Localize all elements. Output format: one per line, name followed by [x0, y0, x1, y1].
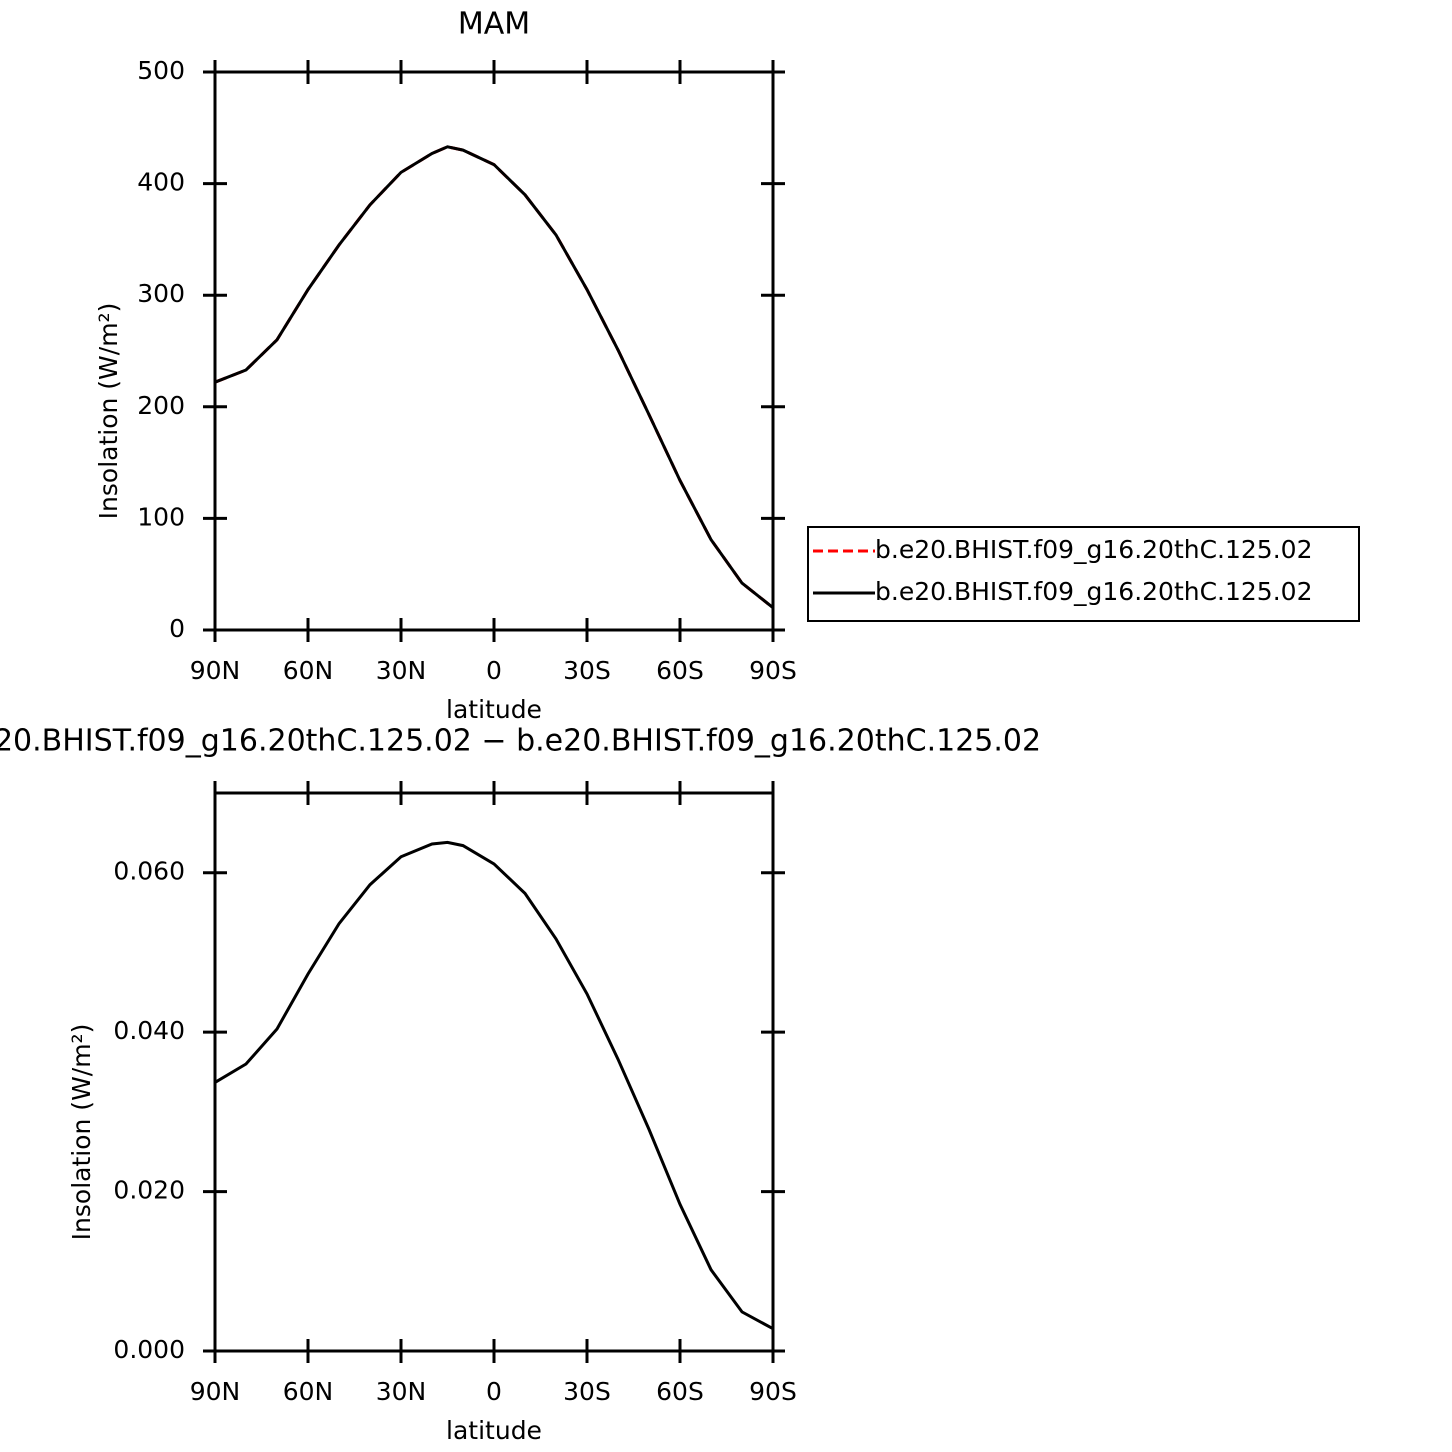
- x-tick-label: 30S: [563, 1377, 611, 1406]
- x-tick-label: 90N: [190, 1377, 241, 1406]
- plot-frame: [213, 70, 775, 632]
- y-tick-label: 100: [137, 502, 185, 531]
- legend-label: b.e20.BHIST.f09_g16.20thC.125.02: [875, 577, 1312, 606]
- x-axis-label: latitude: [446, 1416, 542, 1445]
- legend-box: [807, 526, 1360, 622]
- x-tick-label: 30N: [376, 656, 427, 685]
- x-axis-label: latitude: [446, 695, 542, 724]
- x-tick-label: 60N: [283, 656, 334, 685]
- x-tick-label: 90N: [190, 656, 241, 685]
- x-tick-label: 30N: [376, 1377, 427, 1406]
- x-tick-label: 90S: [749, 1377, 797, 1406]
- x-tick-label: 30S: [563, 656, 611, 685]
- y-tick-label: 300: [137, 279, 185, 308]
- y-axis-label: Insolation (W/m²): [67, 1024, 96, 1241]
- legend-label: b.e20.BHIST.f09_g16.20thC.125.02: [875, 535, 1312, 564]
- data-line: [214, 840, 774, 1331]
- y-tick-label: 200: [137, 391, 185, 420]
- x-tick-label: 60N: [283, 1377, 334, 1406]
- x-tick-label: 90S: [749, 656, 797, 685]
- x-tick-label: 60S: [656, 1377, 704, 1406]
- y-tick-label: 0.000: [113, 1335, 185, 1364]
- x-tick-label: 0: [486, 1377, 502, 1406]
- data-line: [214, 145, 774, 609]
- chart-title: MAM: [458, 7, 530, 42]
- x-tick-label: 60S: [656, 656, 704, 685]
- y-tick-label: 0.020: [113, 1176, 185, 1205]
- y-tick-label: 0.040: [113, 1016, 185, 1045]
- data-line: [214, 145, 774, 609]
- y-tick-label: 0.060: [113, 857, 185, 886]
- y-tick-label: 0: [169, 614, 185, 643]
- y-tick-label: 500: [137, 56, 185, 85]
- x-tick-label: 0: [486, 656, 502, 685]
- plot-frame: [213, 791, 775, 1353]
- y-axis-label: Insolation (W/m²): [94, 303, 123, 520]
- chart-title: b.e20.BHIST.f09_g16.20thC.125.02 − b.e20…: [0, 724, 1041, 759]
- y-tick-label: 400: [137, 168, 185, 197]
